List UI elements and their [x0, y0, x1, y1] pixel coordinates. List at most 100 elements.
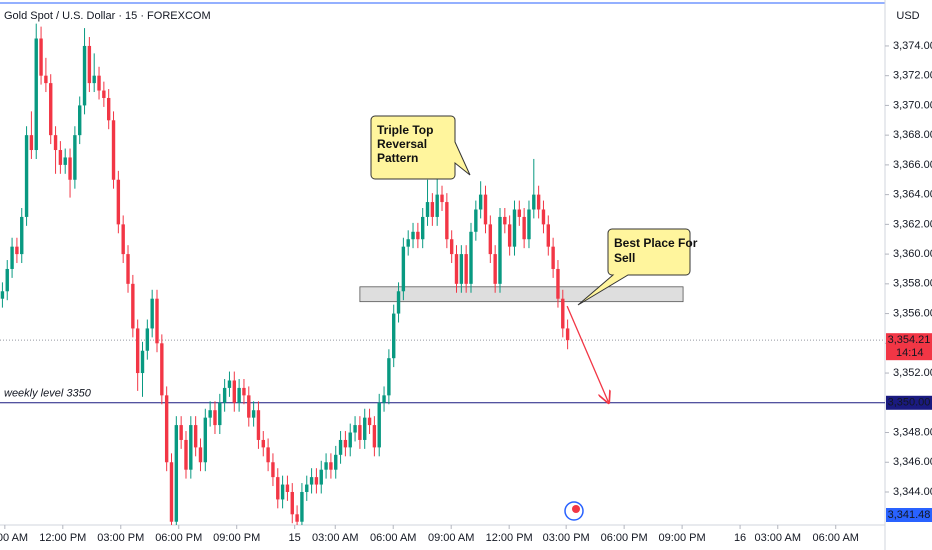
candle-body: [556, 268, 560, 299]
logo-dot: [572, 505, 580, 513]
candle-body: [411, 231, 415, 240]
candle-body: [39, 38, 43, 76]
candle-body: [503, 216, 507, 225]
callout-text: Best Place For: [614, 236, 698, 250]
candle-body: [174, 425, 179, 522]
x-tick-label: 09:00 AM: [0, 532, 28, 544]
y-tick-label: 3,348.00: [893, 426, 932, 438]
candle-body: [276, 477, 280, 500]
candle-body: [5, 268, 9, 292]
candle-body: [111, 120, 116, 180]
candle-body: [358, 425, 362, 440]
candle-body: [527, 209, 531, 240]
candle-body: [551, 246, 555, 269]
candle-body: [140, 350, 145, 374]
candle-body: [367, 417, 372, 426]
candle-body: [44, 75, 48, 84]
candle-body: [256, 410, 261, 440]
countdown: 14:14: [896, 347, 924, 359]
x-tick-label: 03:00 PM: [97, 532, 144, 544]
candle-body: [343, 439, 348, 448]
candle-body: [363, 417, 367, 440]
x-tick-label: 12:00 PM: [486, 532, 533, 544]
candle-body: [478, 194, 483, 210]
level-label: weekly level 3350: [4, 388, 92, 400]
price-badge-label: 3,354.21: [888, 334, 931, 346]
candle-body: [116, 179, 121, 225]
candle-body: [285, 484, 290, 492]
y-tick-label: 3,374.00: [893, 40, 932, 52]
candle-body: [24, 135, 29, 217]
y-tick-label: 3,370.00: [893, 99, 932, 111]
candle-body: [338, 439, 343, 455]
candle-body: [92, 75, 96, 84]
candle-body: [309, 477, 314, 485]
candle-body: [34, 38, 38, 151]
candle-body: [208, 410, 212, 418]
y-tick-label: 3,368.00: [893, 129, 932, 141]
candle-body: [474, 209, 478, 232]
candle-body: [382, 395, 386, 403]
candle-body: [49, 83, 53, 136]
x-tick-label: 06:00 PM: [601, 532, 648, 544]
candle-body: [353, 425, 357, 433]
candle-body: [189, 425, 193, 470]
callout-text: Pattern: [377, 151, 418, 165]
candle-body: [97, 75, 101, 91]
candle-body: [449, 239, 454, 255]
candle-body: [334, 454, 338, 470]
candle-body: [232, 380, 236, 403]
candle-body: [459, 254, 464, 284]
candle-body: [198, 447, 203, 463]
zone: [359, 286, 684, 303]
candle-body: [102, 90, 106, 98]
candle-body: [150, 298, 154, 329]
candle-body: [396, 291, 401, 314]
candle-body: [561, 298, 565, 329]
candle-body: [483, 194, 488, 225]
candle-body: [280, 484, 285, 500]
callout-text: Triple Top: [377, 123, 433, 137]
candle-body: [237, 387, 241, 403]
y-tick-label: 3,366.00: [893, 159, 932, 171]
y-tick-label: 3,360.00: [893, 248, 932, 260]
candle-body: [416, 231, 420, 240]
candle-body: [387, 358, 391, 396]
y-tick-label: 3,356.00: [893, 307, 932, 319]
candle-body: [218, 402, 222, 426]
y-tick-label: 3,352.00: [893, 367, 932, 379]
chart-title: Gold Spot / U.S. Dollar · 15 · FOREXCOM: [4, 10, 211, 22]
x-tick-label: 09:00 PM: [213, 532, 260, 544]
candle-body: [469, 231, 473, 284]
candle-body: [193, 425, 198, 448]
candle-body: [261, 439, 265, 448]
candle-body: [251, 410, 256, 418]
x-tick-label: 15: [289, 532, 301, 544]
x-tick-label: 09:00 PM: [659, 532, 706, 544]
candle-body: [155, 298, 159, 344]
candle-body: [242, 387, 246, 396]
candle-body: [430, 202, 435, 217]
y-tick-label: 3,362.00: [893, 218, 932, 230]
candle-body: [295, 514, 299, 522]
x-tick-label: 03:00 AM: [312, 532, 358, 544]
x-tick-label: 09:00 AM: [428, 532, 474, 544]
candle-body: [53, 135, 58, 151]
candle-body: [184, 439, 188, 470]
callout: Best Place For Sell: [577, 228, 698, 306]
candle-body: [305, 484, 309, 492]
price-badge: [886, 333, 932, 361]
x-tick-label: 06:00 PM: [155, 532, 202, 544]
candle-body: [29, 135, 34, 151]
candle-body: [319, 469, 323, 485]
candle-body: [445, 202, 449, 240]
candle-body: [15, 246, 19, 255]
currency: USD: [896, 10, 919, 22]
price-badge: [886, 508, 932, 522]
candle-body: [213, 410, 217, 426]
candle-body: [565, 328, 570, 341]
candle-body: [546, 224, 550, 247]
x-tick-label: 03:00 PM: [543, 532, 590, 544]
candle-body: [227, 380, 232, 388]
x-tick-label: 12:00 PM: [39, 532, 86, 544]
